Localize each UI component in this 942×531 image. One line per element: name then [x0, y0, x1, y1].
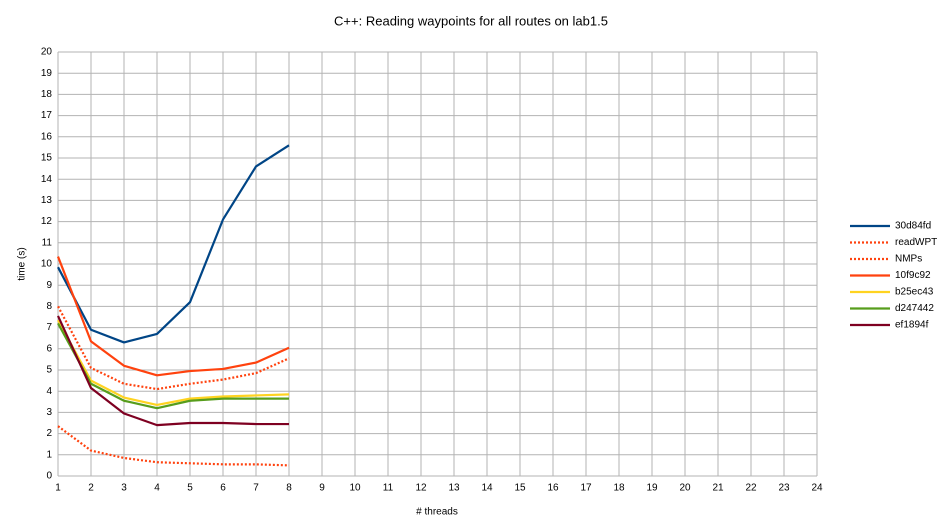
legend-label: d247442 [895, 303, 934, 314]
x-tick-label: 4 [154, 483, 160, 494]
x-tick-label: 15 [514, 483, 526, 494]
y-tick-label: 6 [46, 343, 52, 354]
x-tick-label: 19 [646, 483, 658, 494]
y-tick-label: 19 [41, 68, 53, 79]
legend-label: ef1894f [895, 320, 929, 331]
x-tick-label: 1 [55, 483, 61, 494]
series-line [57, 305, 290, 391]
chart-title: C++: Reading waypoints for all routes on… [334, 13, 608, 28]
y-tick-label: 11 [42, 237, 53, 248]
legend-label: 10f9c92 [895, 270, 931, 281]
x-tick-label: 7 [253, 483, 259, 494]
y-tick-label: 15 [41, 153, 53, 164]
y-tick-label: 9 [46, 280, 52, 291]
x-tick-label: 20 [679, 483, 691, 494]
series-line [57, 319, 290, 407]
y-tick-label: 4 [46, 386, 52, 397]
x-tick-label: 3 [121, 483, 127, 494]
y-tick-label: 17 [41, 110, 53, 121]
y-tick-label: 16 [41, 131, 53, 142]
y-tick-label: 5 [46, 365, 52, 376]
y-tick-label: 7 [46, 322, 52, 333]
y-tick-label: 18 [41, 89, 53, 100]
series-line [57, 322, 289, 410]
legend-label: 30d84fd [895, 221, 931, 232]
legend-label: readWPT [895, 237, 937, 248]
x-tick-label: 22 [745, 483, 757, 494]
x-tick-label: 17 [580, 483, 592, 494]
y-tick-label: 20 [41, 47, 53, 58]
legend-label: NMPs [895, 254, 922, 265]
x-tick-label: 8 [286, 483, 292, 494]
y-tick-label: 14 [41, 174, 53, 185]
y-tick-label: 3 [46, 407, 52, 418]
y-tick-label: 8 [46, 301, 52, 312]
x-tick-label: 9 [319, 483, 325, 494]
x-tick-label: 14 [481, 483, 493, 494]
y-tick-label: 2 [46, 428, 52, 439]
x-tick-label: 16 [547, 483, 559, 494]
x-axis-label: # threads [416, 507, 458, 518]
x-tick-label: 6 [220, 483, 226, 494]
y-axis-label: time (s) [17, 247, 28, 280]
x-tick-label: 24 [811, 483, 823, 494]
series-line [56, 315, 289, 427]
x-tick-label: 2 [88, 483, 94, 494]
x-tick-label: 12 [415, 483, 427, 494]
x-tick-label: 10 [349, 483, 361, 494]
y-tick-label: 0 [46, 471, 52, 482]
x-tick-label: 13 [448, 483, 460, 494]
x-tick-label: 23 [778, 483, 790, 494]
y-tick-label: 1 [46, 449, 52, 460]
y-tick-label: 13 [41, 195, 53, 206]
y-tick-label: 10 [41, 259, 53, 270]
y-tick-label: 12 [41, 216, 53, 227]
x-tick-label: 11 [383, 483, 394, 494]
x-tick-label: 21 [712, 483, 724, 494]
x-tick-label: 18 [613, 483, 625, 494]
series-line [57, 425, 290, 467]
series-line [57, 144, 290, 344]
series-line [56, 256, 290, 377]
legend-label: b25ec43 [895, 287, 934, 298]
x-tick-label: 5 [187, 483, 193, 494]
